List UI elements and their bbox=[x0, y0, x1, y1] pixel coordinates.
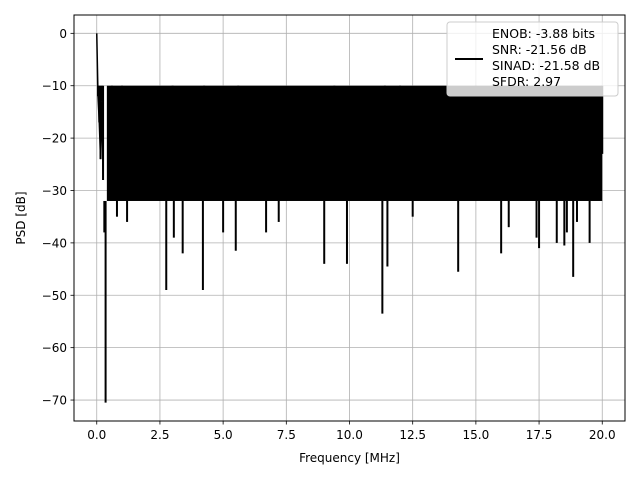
legend-entry-sinad: SINAD: -21.58 dB bbox=[492, 58, 600, 73]
plot-area bbox=[96, 33, 604, 403]
legend-entry-snr: SNR: -21.56 dB bbox=[492, 42, 587, 57]
x-tick-label: 10.0 bbox=[336, 428, 363, 442]
y-tick-label: −10 bbox=[42, 79, 67, 93]
y-tick-label: −60 bbox=[42, 341, 67, 355]
x-tick-label: 12.5 bbox=[399, 428, 426, 442]
x-tick-label: 20.0 bbox=[589, 428, 616, 442]
y-tick-label: −70 bbox=[42, 394, 67, 408]
x-tick-label: 7.5 bbox=[277, 428, 296, 442]
legend-entry-sfdr: SFDR: 2.97 bbox=[492, 74, 561, 89]
psd-series bbox=[96, 33, 604, 403]
y-axis: 0 −10 −20 −30 −40 −50 −60 −70 bbox=[42, 27, 74, 408]
x-tick-label: 0.0 bbox=[87, 428, 106, 442]
x-tick-label: 5.0 bbox=[214, 428, 233, 442]
y-axis-label: PSD [dB] bbox=[14, 191, 28, 244]
noise-floor-band bbox=[106, 85, 603, 201]
x-tick-label: 2.5 bbox=[150, 428, 169, 442]
legend: ENOB: -3.88 bits SNR: -21.56 dB SINAD: -… bbox=[446, 21, 619, 97]
x-axis-label: Frequency [MHz] bbox=[299, 451, 400, 465]
y-tick-label: −50 bbox=[42, 289, 67, 303]
x-axis: 0.0 2.5 5.0 7.5 10.0 12.5 15.0 17.5 20.0 bbox=[87, 421, 616, 442]
y-tick-label: −40 bbox=[42, 236, 67, 250]
psd-line-start bbox=[96, 33, 104, 181]
y-tick-label: −30 bbox=[42, 184, 67, 198]
y-tick-label: −20 bbox=[42, 132, 67, 146]
legend-entry-enob: ENOB: -3.88 bits bbox=[492, 26, 595, 41]
y-tick-label: 0 bbox=[59, 27, 67, 41]
x-tick-label: 15.0 bbox=[463, 428, 490, 442]
x-tick-label: 17.5 bbox=[526, 428, 553, 442]
legend-box bbox=[446, 21, 619, 97]
